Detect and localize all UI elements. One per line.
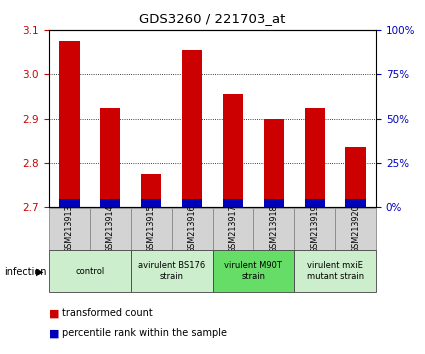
Bar	[141, 199, 162, 207]
Text: GSM213920: GSM213920	[351, 204, 360, 253]
Bar	[346, 199, 366, 207]
Bar	[141, 174, 162, 207]
Text: virulent mxiE
mutant strain: virulent mxiE mutant strain	[307, 262, 364, 281]
Text: transformed count: transformed count	[62, 308, 153, 318]
Text: virulent M90T
strain: virulent M90T strain	[224, 262, 282, 281]
Bar	[49, 208, 90, 250]
Bar	[346, 147, 366, 207]
Bar	[223, 199, 243, 207]
Bar	[212, 208, 253, 250]
Bar	[223, 94, 243, 207]
Bar	[335, 208, 376, 250]
Text: ■: ■	[49, 329, 60, 338]
Bar	[131, 250, 212, 292]
Text: GSM213919: GSM213919	[310, 204, 319, 253]
Bar	[264, 119, 284, 207]
Bar	[59, 199, 79, 207]
Text: GSM213913: GSM213913	[65, 204, 74, 253]
Text: ■: ■	[49, 308, 60, 318]
Bar	[59, 41, 79, 207]
Text: GSM213917: GSM213917	[229, 204, 238, 253]
Bar	[131, 208, 172, 250]
Bar	[172, 208, 212, 250]
Text: ▶: ▶	[36, 267, 44, 276]
Bar	[305, 199, 325, 207]
Text: avirulent BS176
strain: avirulent BS176 strain	[138, 262, 205, 281]
Bar	[182, 199, 202, 207]
Text: infection: infection	[4, 267, 47, 276]
Bar	[305, 108, 325, 207]
Bar	[264, 199, 284, 207]
Text: GSM213916: GSM213916	[187, 204, 196, 253]
Text: control: control	[75, 267, 105, 276]
Bar	[182, 50, 202, 207]
Bar	[253, 208, 294, 250]
Text: GSM213914: GSM213914	[106, 204, 115, 253]
Bar	[294, 250, 376, 292]
Text: GSM213918: GSM213918	[269, 204, 278, 253]
Text: percentile rank within the sample: percentile rank within the sample	[62, 329, 227, 338]
Text: GSM213915: GSM213915	[147, 204, 156, 253]
Text: GDS3260 / 221703_at: GDS3260 / 221703_at	[139, 12, 286, 25]
Bar	[100, 199, 120, 207]
Bar	[100, 108, 120, 207]
Bar	[294, 208, 335, 250]
Bar	[90, 208, 131, 250]
Bar	[212, 250, 294, 292]
Bar	[49, 250, 131, 292]
